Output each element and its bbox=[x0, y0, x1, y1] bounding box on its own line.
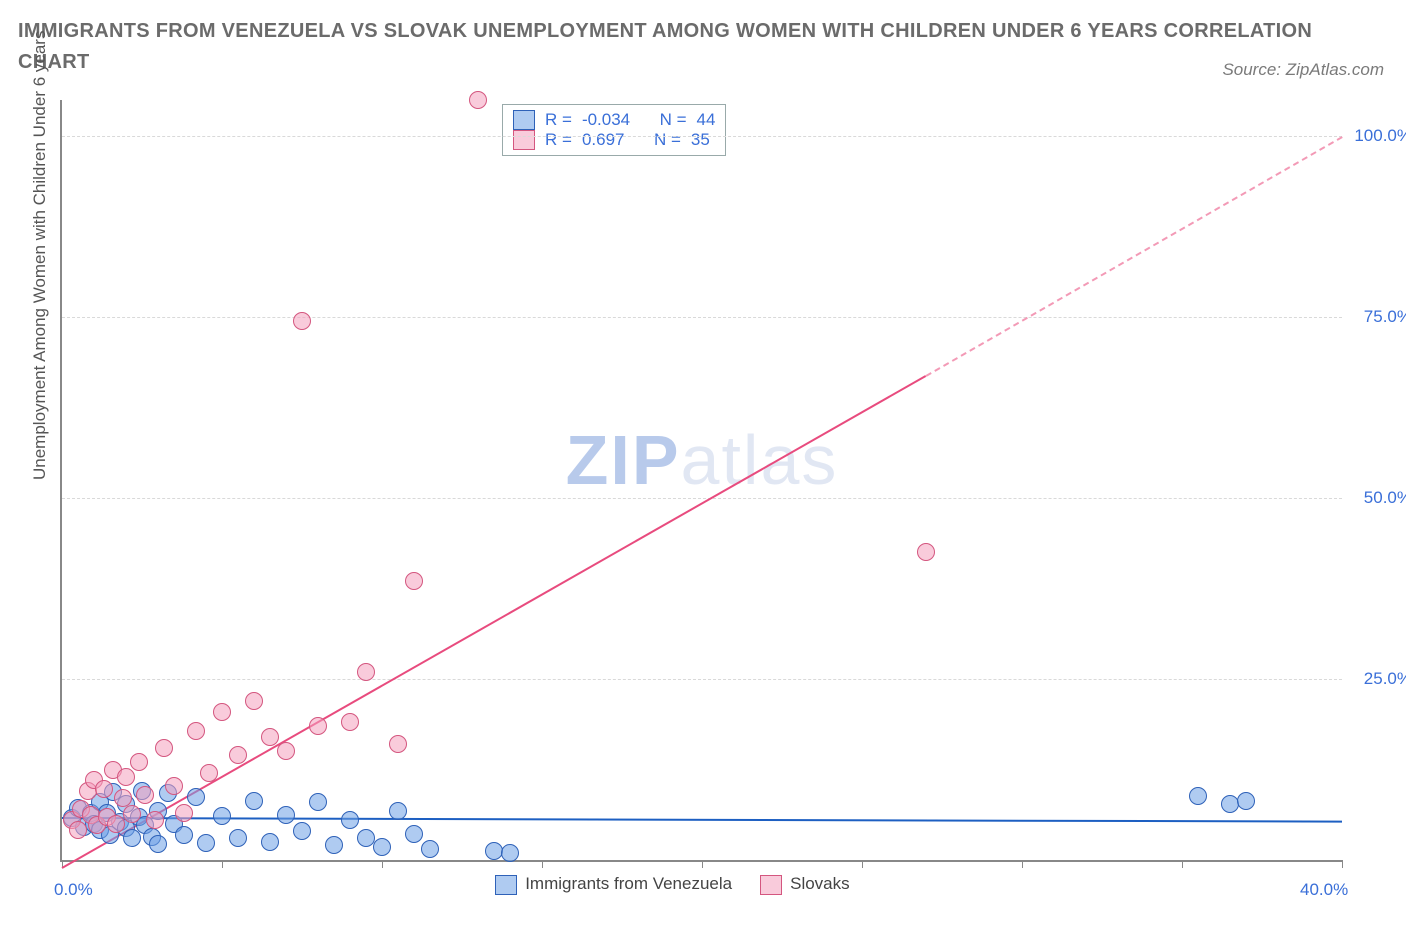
gridline bbox=[62, 498, 1342, 499]
data-point bbox=[917, 543, 935, 561]
y-tick-label: 50.0% bbox=[1364, 488, 1406, 508]
correlation-legend: R = -0.034 N = 44 R = 0.697 N = 35 bbox=[502, 104, 726, 156]
data-point bbox=[155, 739, 173, 757]
data-point bbox=[123, 805, 141, 823]
data-point bbox=[245, 692, 263, 710]
x-axis-max: 40.0% bbox=[1300, 880, 1348, 900]
x-tick bbox=[1022, 860, 1023, 868]
x-tick bbox=[382, 860, 383, 868]
data-point bbox=[95, 780, 113, 798]
data-point bbox=[309, 717, 327, 735]
data-point bbox=[175, 804, 193, 822]
data-point bbox=[389, 735, 407, 753]
source-label: Source: ZipAtlas.com bbox=[1222, 60, 1384, 80]
data-point bbox=[501, 844, 519, 862]
y-tick-label: 75.0% bbox=[1364, 307, 1406, 327]
data-point bbox=[213, 807, 231, 825]
data-point bbox=[175, 826, 193, 844]
data-point bbox=[293, 822, 311, 840]
y-tick-label: 100.0% bbox=[1354, 126, 1406, 146]
data-point bbox=[200, 764, 218, 782]
data-point bbox=[69, 821, 87, 839]
data-point bbox=[1221, 795, 1239, 813]
x-tick bbox=[862, 860, 863, 868]
x-axis-min: 0.0% bbox=[54, 880, 93, 900]
legend-swatch-pink bbox=[513, 130, 535, 150]
regression-line bbox=[926, 136, 1343, 377]
data-point bbox=[229, 829, 247, 847]
data-point bbox=[1189, 787, 1207, 805]
chart-title: IMMIGRANTS FROM VENEZUELA VS SLOVAK UNEM… bbox=[18, 16, 1388, 78]
y-axis-label: Unemployment Among Women with Children U… bbox=[30, 31, 50, 480]
data-point bbox=[309, 793, 327, 811]
x-tick bbox=[542, 860, 543, 868]
data-point bbox=[136, 786, 154, 804]
data-point bbox=[213, 703, 231, 721]
data-point bbox=[373, 838, 391, 856]
legend-swatch-blue bbox=[513, 110, 535, 130]
data-point bbox=[277, 742, 295, 760]
data-point bbox=[149, 835, 167, 853]
data-point bbox=[245, 792, 263, 810]
data-point bbox=[107, 815, 125, 833]
data-point bbox=[341, 811, 359, 829]
data-point bbox=[405, 825, 423, 843]
legend-swatch-blue-2 bbox=[495, 875, 517, 895]
regression-line bbox=[62, 817, 1342, 823]
data-point bbox=[405, 572, 423, 590]
data-point bbox=[357, 663, 375, 681]
x-tick bbox=[702, 860, 703, 868]
data-point bbox=[187, 722, 205, 740]
gridline bbox=[62, 317, 1342, 318]
data-point bbox=[277, 806, 295, 824]
data-point bbox=[197, 834, 215, 852]
data-point bbox=[261, 728, 279, 746]
data-point bbox=[469, 91, 487, 109]
x-tick bbox=[222, 860, 223, 868]
watermark: ZIPatlas bbox=[566, 420, 839, 500]
plot-area: ZIPatlas R = -0.034 N = 44 R = 0.697 N =… bbox=[60, 100, 1342, 862]
data-point bbox=[146, 811, 164, 829]
x-tick bbox=[1342, 860, 1343, 868]
data-point bbox=[421, 840, 439, 858]
gridline bbox=[62, 136, 1342, 137]
data-point bbox=[341, 713, 359, 731]
data-point bbox=[130, 753, 148, 771]
data-point bbox=[293, 312, 311, 330]
legend-swatch-pink-2 bbox=[760, 875, 782, 895]
gridline bbox=[62, 679, 1342, 680]
series-legend: Immigrants from Venezuela Slovaks bbox=[495, 874, 849, 895]
x-tick bbox=[1182, 860, 1183, 868]
y-tick-label: 25.0% bbox=[1364, 669, 1406, 689]
data-point bbox=[261, 833, 279, 851]
data-point bbox=[165, 777, 183, 795]
data-point bbox=[389, 802, 407, 820]
data-point bbox=[229, 746, 247, 764]
data-point bbox=[187, 788, 205, 806]
data-point bbox=[1237, 792, 1255, 810]
data-point bbox=[117, 768, 135, 786]
data-point bbox=[325, 836, 343, 854]
